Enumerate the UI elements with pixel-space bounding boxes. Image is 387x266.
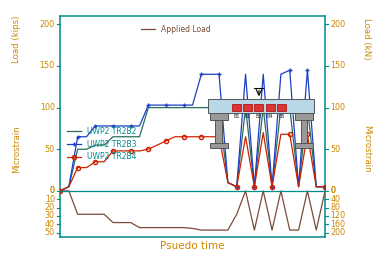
Text: 0: 0 [330, 186, 336, 196]
Text: 160: 160 [330, 220, 345, 229]
Text: 200: 200 [39, 20, 55, 29]
Text: 50: 50 [330, 145, 341, 154]
Text: 10: 10 [45, 195, 55, 204]
Text: 0: 0 [330, 186, 336, 196]
Bar [301, 113, 307, 143]
Bar [266, 104, 275, 111]
Bar [232, 104, 241, 111]
Bar [215, 113, 222, 143]
Text: 30: 30 [45, 211, 55, 221]
Text: 100: 100 [40, 103, 55, 112]
Text: B2: B2 [245, 114, 251, 119]
Text: 200: 200 [330, 20, 346, 29]
Text: 100: 100 [330, 103, 345, 112]
Bar [295, 143, 313, 148]
Text: Load (kN): Load (kN) [362, 18, 371, 60]
Bar [210, 113, 228, 120]
Text: B4: B4 [267, 114, 274, 119]
Text: 150: 150 [330, 61, 346, 70]
Bar [295, 113, 313, 120]
Text: 40: 40 [330, 195, 341, 204]
Text: Microstrain: Microstrain [12, 126, 21, 173]
Text: 120: 120 [330, 211, 346, 221]
Bar [243, 104, 252, 111]
Text: 20: 20 [45, 203, 55, 212]
Text: B5: B5 [278, 114, 285, 119]
Bar [210, 143, 228, 148]
Bar [255, 104, 264, 111]
Text: B3: B3 [256, 114, 262, 119]
Legend: UWP2 TR2B2, UWP2 TR2B3, UWP2 TR2B4: UWP2 TR2B2, UWP2 TR2B3, UWP2 TR2B4 [64, 124, 139, 164]
Text: 80: 80 [330, 203, 341, 212]
Text: 40: 40 [45, 220, 55, 229]
Text: 50: 50 [45, 228, 55, 237]
Text: 0: 0 [50, 186, 55, 196]
Text: B1: B1 [233, 114, 240, 119]
Text: 0: 0 [50, 186, 55, 196]
Text: Microstrain: Microstrain [362, 126, 371, 173]
Text: 150: 150 [39, 61, 55, 70]
Bar [209, 99, 314, 113]
Text: Load (kips): Load (kips) [12, 15, 21, 63]
Text: 200: 200 [330, 228, 346, 237]
X-axis label: Psuedo time: Psuedo time [160, 241, 225, 251]
Bar [277, 104, 286, 111]
Text: 50: 50 [45, 145, 55, 154]
